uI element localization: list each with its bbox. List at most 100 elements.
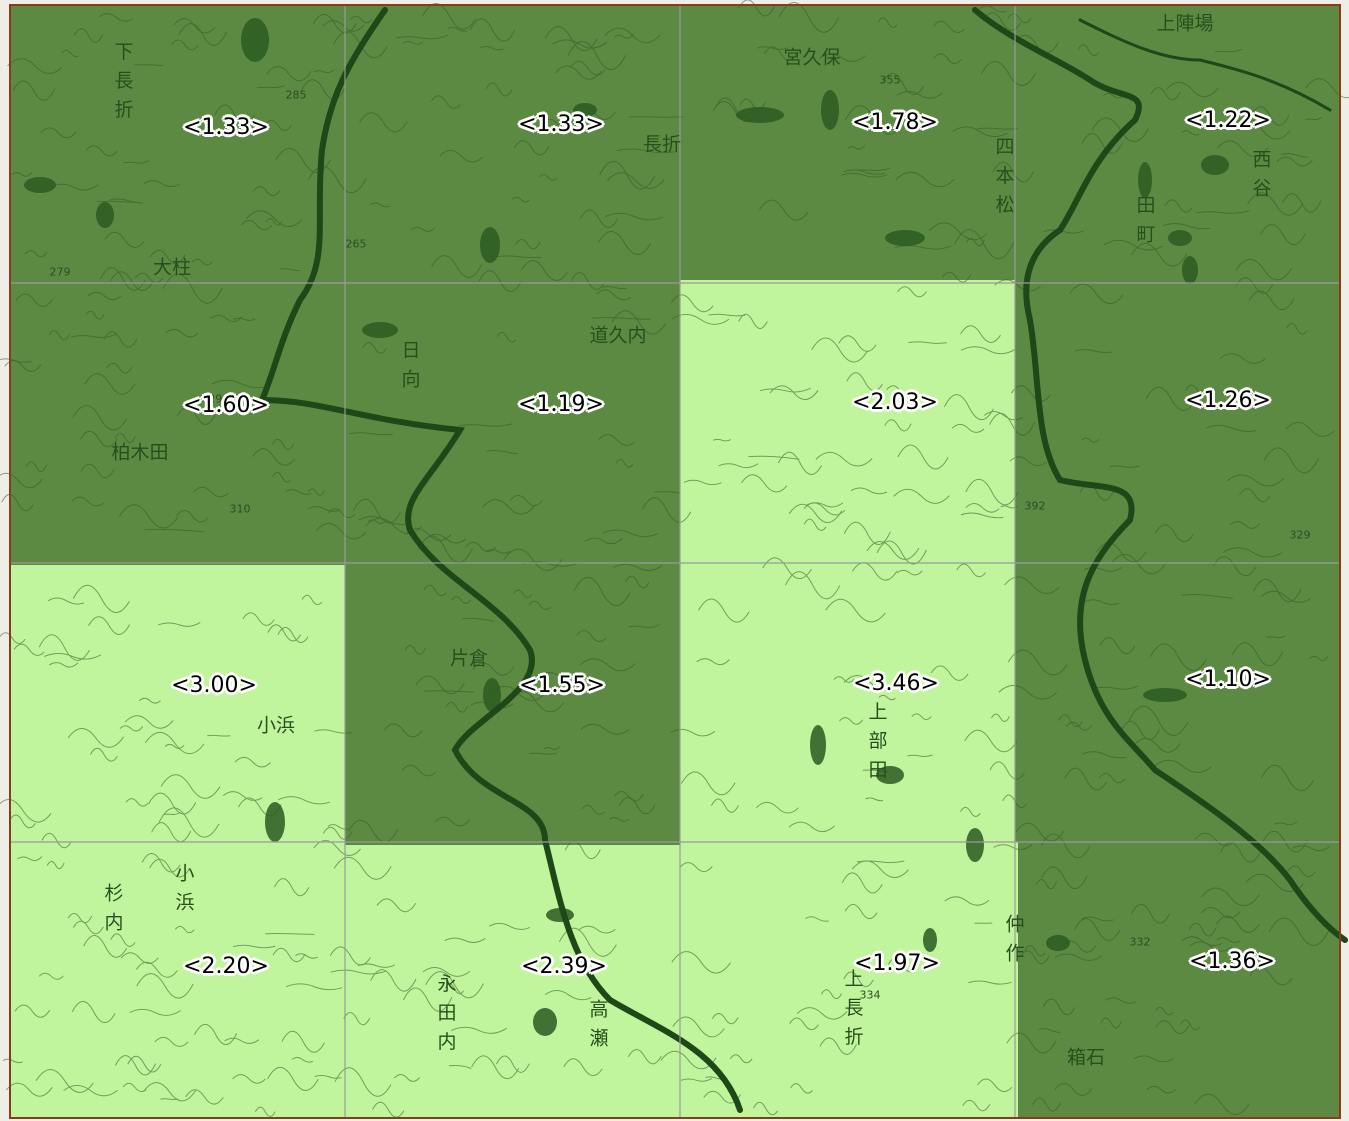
cell-value-label[interactable]: <1.55> [519, 673, 605, 698]
place-name: 杉内 [101, 883, 124, 941]
terrain-patch [96, 202, 114, 228]
contour-line [884, 419, 912, 432]
contour-line [894, 245, 951, 250]
cell-value-label[interactable]: <3.46> [853, 671, 939, 696]
contour-line [173, 18, 216, 34]
contour-line [552, 39, 607, 49]
contour-line [479, 45, 504, 51]
contour-line [402, 987, 453, 1012]
cell-value-label[interactable]: <2.03> [852, 390, 938, 415]
contour-line [347, 819, 398, 843]
cell-value-label[interactable]: <1.78> [852, 110, 938, 135]
grid-lines [10, 5, 1340, 1118]
contour-line [897, 286, 927, 298]
contour-line [777, 451, 822, 475]
map-cell [345, 845, 680, 1118]
contour-line [843, 521, 891, 545]
contour-line [789, 1017, 819, 1031]
contour-line [705, 1076, 723, 1081]
contour-line [580, 723, 630, 735]
terrain-patch [1143, 688, 1187, 702]
contour-line [149, 249, 186, 265]
contour-line [1041, 866, 1088, 890]
map-cell [10, 283, 345, 565]
contour-line [838, 335, 877, 352]
cell-value-label[interactable]: <1.97> [854, 951, 940, 976]
contour-line [627, 1049, 662, 1065]
contour-line [1194, 832, 1236, 847]
contour-line [48, 662, 79, 668]
contour-line [989, 761, 1025, 780]
contour-line [1226, 474, 1285, 487]
contour-line [114, 1055, 157, 1076]
place-name: 田町 [1133, 195, 1156, 253]
contour-line [232, 317, 256, 321]
cell-value-label[interactable]: <1.19> [518, 392, 604, 417]
cell-value-label[interactable]: <1.22> [1185, 108, 1271, 133]
contour-line [271, 438, 295, 451]
cell-value-label[interactable]: <3.00> [171, 673, 257, 698]
contour-line [1185, 384, 1211, 397]
contour-line [515, 239, 541, 250]
contour-line [846, 372, 883, 392]
contour-line [941, 271, 972, 283]
contour-line [1099, 636, 1136, 655]
contour-line [46, 861, 65, 870]
contour-line [224, 1037, 260, 1044]
contour-line [144, 528, 205, 533]
contour-line [1308, 655, 1329, 662]
contour-line [897, 444, 949, 470]
contour-line [410, 226, 436, 232]
contour-line [965, 478, 1019, 506]
cell-value-label[interactable]: <1.36> [1189, 949, 1275, 974]
contour-line [362, 342, 387, 354]
contour-line [272, 471, 292, 483]
cell-value-label[interactable]: <2.20> [183, 954, 269, 979]
contour-line [151, 822, 192, 843]
contour-line [585, 537, 623, 545]
cell-value-label[interactable]: <1.33> [183, 115, 269, 140]
contour-line [1100, 1017, 1122, 1029]
contour-line [174, 925, 195, 934]
contour-line [569, 60, 606, 76]
contour-line [73, 28, 104, 43]
cell-value-label[interactable]: <1.33> [518, 112, 604, 137]
contour-line [855, 167, 891, 171]
cell-value-label[interactable]: <1.60> [183, 393, 269, 418]
contour-line [841, 872, 883, 894]
contour-line [170, 39, 199, 51]
contour-line [191, 258, 214, 266]
contour-line [343, 1011, 371, 1026]
contour-line [1007, 13, 1032, 24]
cell-value-label[interactable]: <1.26> [1185, 388, 1271, 413]
contour-line [1145, 386, 1197, 411]
contour-line [185, 1089, 224, 1105]
contour-line [370, 969, 417, 992]
contour-line [1, 493, 34, 512]
contour-line [135, 961, 178, 978]
contour-line [1268, 917, 1330, 946]
contour-line [1212, 556, 1257, 577]
contour-line [1219, 842, 1262, 863]
contour-line [232, 1074, 266, 1084]
contour-line [471, 1055, 520, 1080]
terrain-patch [923, 928, 937, 952]
cell-value-label[interactable]: <2.39> [521, 954, 607, 979]
contour-line [277, 796, 330, 805]
map-cell [680, 563, 1015, 842]
contour-line [423, 584, 447, 597]
contour-line [359, 112, 408, 133]
cell-value-label[interactable]: <1.10> [1185, 667, 1271, 692]
contour-line [606, 172, 665, 189]
contour-line [847, 145, 866, 150]
contour-line [544, 990, 592, 1001]
contour-line [1024, 944, 1046, 957]
contour-line [611, 310, 667, 335]
elevation-label: 285 [285, 88, 307, 102]
contour-line [119, 725, 144, 732]
contour-line [850, 487, 888, 495]
contour-line [334, 1067, 392, 1097]
contour-line [136, 973, 194, 999]
contour-line [357, 963, 396, 968]
